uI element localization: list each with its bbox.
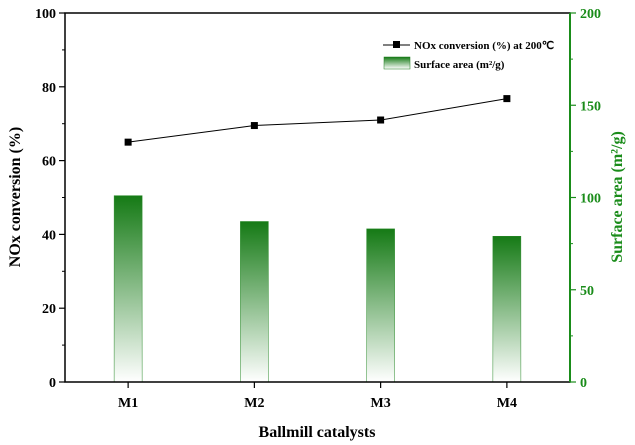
legend: NOx conversion (%) at 200℃ Surface area …: [383, 40, 554, 71]
series-line: [128, 98, 507, 143]
legend-entry-bar: Surface area (m²/g): [414, 59, 505, 71]
legend-marker-swatch: [393, 41, 400, 48]
legend-entry-line: NOx conversion (%) at 200℃: [414, 40, 554, 52]
bar-m2: [240, 221, 269, 383]
right-tick-label: 100: [580, 192, 601, 207]
bar-m3: [366, 228, 395, 383]
left-tick-label: 80: [42, 81, 56, 96]
line-layer: [124, 95, 511, 146]
left-tick-label: 40: [42, 228, 56, 243]
bar-m4: [492, 235, 522, 383]
right-axis-title: Surface area (m²/g): [609, 131, 626, 263]
left-tick-label: 60: [42, 155, 56, 170]
x-tick-label-m1: M1: [118, 396, 138, 411]
right-tick-label: 50: [580, 284, 594, 299]
point-m2: [250, 122, 258, 130]
point-m1: [124, 138, 132, 146]
left-axis-title: NOx conversion (%): [7, 127, 24, 267]
right-tick-label: 200: [580, 7, 601, 22]
x-axis-title: Ballmill catalysts: [259, 424, 376, 441]
left-tick-label: 0: [49, 376, 56, 391]
x-tick-label-m3: M3: [371, 396, 391, 411]
x-tick-label-m4: M4: [497, 396, 517, 411]
left-tick-label: 20: [42, 302, 56, 317]
right-tick-label: 150: [580, 99, 601, 114]
legend-bar-swatch: [383, 56, 411, 70]
point-m3: [377, 116, 385, 124]
x-tick-label-m2: M2: [244, 396, 264, 411]
left-tick-label: 100: [35, 7, 56, 22]
point-m4: [503, 95, 511, 103]
bars-layer: [113, 195, 522, 383]
right-tick-label: 0: [580, 376, 587, 391]
left-axis: 0 20 40 60 80 100: [35, 7, 65, 391]
bar-m1: [113, 195, 143, 383]
right-axis: 0 50 100 150 200: [569, 7, 601, 391]
x-axis: M1 M2 M3 M4: [118, 382, 517, 411]
